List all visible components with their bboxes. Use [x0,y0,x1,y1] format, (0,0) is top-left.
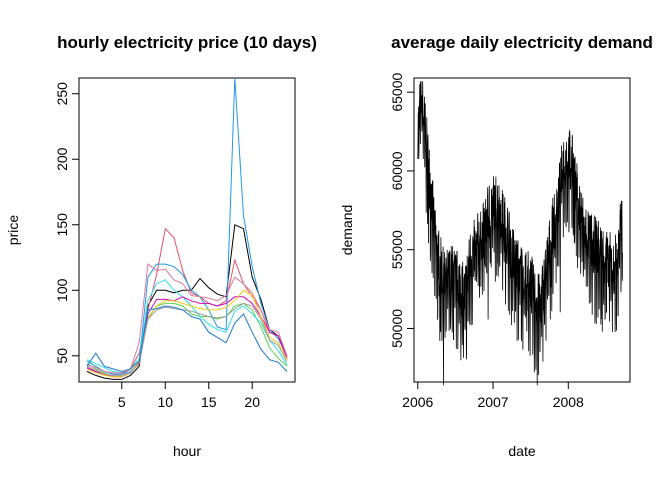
series-group [86,77,288,380]
series-line-8 [86,302,288,376]
y-axis-label: price [5,215,21,246]
chart-price: hourly electricity price (10 days) 5 10 15… [5,33,317,459]
y-tick-label: 150 [54,213,70,237]
y-axis-label: demand [339,205,355,256]
series-line-9 [86,263,288,374]
x-tick-label: 5 [118,394,126,410]
y-tick-label: 250 [54,82,70,106]
x-tick-label: 2007 [477,394,508,410]
x-axis: 2006 2007 2008 [402,381,584,410]
x-tick-label: 2006 [402,394,433,410]
x-axis: 5 10 15 20 [118,381,260,410]
series-group [417,81,623,386]
y-tick-label: 50 [54,348,70,364]
chart-demand: average daily electricity demand 2006 200… [339,33,653,459]
series-line-10 [86,305,288,373]
y-tick-label: 55000 [389,230,405,269]
x-axis-label: hour [173,443,201,459]
y-tick-label: 100 [54,278,70,302]
y-tick-label: 50000 [389,309,405,348]
x-tick-label: 10 [157,394,173,410]
y-tick-label: 60000 [389,151,405,190]
y-axis: 50000 55000 60000 65000 [389,73,415,348]
demand-line [417,81,623,386]
y-axis: 50 100 150 200 250 [54,82,80,364]
chart-title: hourly electricity price (10 days) [57,33,317,52]
series-line-3 [86,302,288,378]
x-axis-label: date [508,443,535,459]
plot-box [78,77,296,383]
x-tick-label: 20 [244,394,260,410]
chart-title: average daily electricity demand [391,33,653,52]
series-line-4 [86,77,288,375]
y-tick-label: 65000 [389,73,405,112]
x-tick-label: 15 [201,394,217,410]
series-line-7 [86,289,288,378]
x-tick-label: 2008 [553,394,584,410]
series-line-6 [86,296,288,378]
series-line-5 [86,279,288,374]
y-tick-label: 200 [54,147,70,171]
